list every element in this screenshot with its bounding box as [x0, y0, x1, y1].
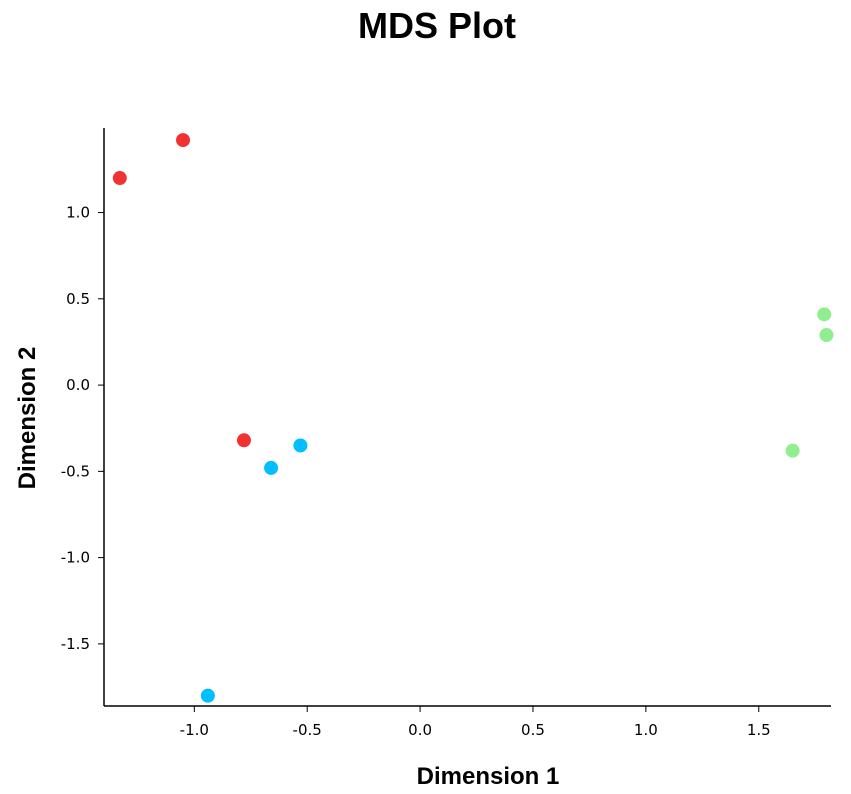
scatter-point-group-2 [200, 688, 215, 703]
x-axis-label: Dimension 1 [417, 763, 560, 790]
y-tick-label: -0.5 [61, 462, 90, 480]
scatter-point-group-1 [176, 133, 191, 148]
y-tick-label: -1.5 [61, 635, 90, 653]
plot-area: -1.0 -0.5 0.0 0.5 1.0 1.5 -1.5 -1.0 -0.5 0.0 0.5 1… [61, 128, 834, 739]
x-tick-label: -1.0 [180, 721, 209, 739]
x-axis-ticks: -1.0 -0.5 0.0 0.5 1.0 1.5 [180, 706, 771, 739]
y-tick-label: 0.5 [66, 290, 90, 308]
scatter-point-group-1 [112, 171, 127, 186]
data-points [112, 133, 834, 703]
y-axis-ticks: -1.5 -1.0 -0.5 0.0 0.5 1.0 [61, 204, 104, 653]
scatter-point-group-3 [817, 307, 832, 322]
y-tick-label: 1.0 [66, 204, 90, 222]
scatter-point-group-3 [785, 443, 800, 458]
x-tick-label: -0.5 [293, 721, 322, 739]
scatter-point-group-2 [264, 460, 279, 475]
scatter-point-group-2 [293, 438, 308, 453]
y-axis-label: Dimension 2 [14, 347, 41, 490]
chart-title: MDS Plot [358, 5, 516, 46]
y-tick-label: 0.0 [66, 376, 90, 394]
x-tick-label: 1.5 [747, 721, 771, 739]
x-tick-label: 1.0 [634, 721, 658, 739]
scatter-point-group-3 [819, 328, 834, 343]
scatter-point-group-1 [236, 433, 251, 448]
x-tick-label: 0.0 [408, 721, 432, 739]
y-tick-label: -1.0 [61, 549, 90, 567]
x-tick-label: 0.5 [521, 721, 545, 739]
